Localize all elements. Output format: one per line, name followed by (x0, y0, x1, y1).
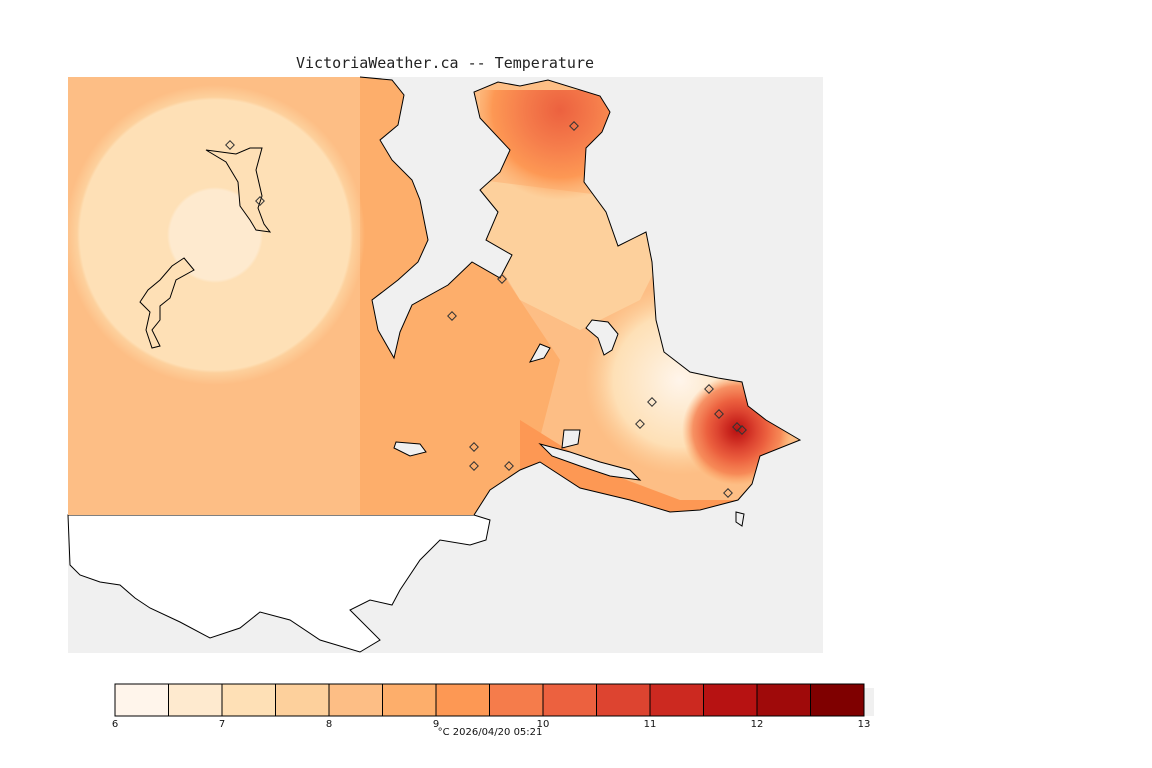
station-marker[interactable] (469, 461, 479, 471)
legend-bin (596, 683, 651, 717)
units-and-timestamp: °C 2026/04/20 05:21 (437, 727, 543, 738)
station-marker[interactable] (255, 196, 265, 206)
legend-bin (489, 683, 544, 717)
station-marker[interactable] (504, 461, 514, 471)
station-marker[interactable] (447, 311, 457, 321)
legend-tick-label: 6 (112, 719, 118, 730)
legend-bin (328, 683, 383, 717)
legend-ticks: 6 7 8 9 10 11 12 13 (112, 719, 871, 730)
legend-tick-label: 9 (433, 719, 439, 730)
station-marker[interactable] (569, 121, 579, 131)
station-marker[interactable] (225, 140, 235, 150)
legend-bin (275, 683, 330, 717)
legend-bin (435, 683, 490, 717)
map-title: VictoriaWeather.ca -- Temperature (295, 54, 594, 72)
legend-tick-label: 10 (537, 719, 550, 730)
legend-bin (382, 683, 437, 717)
legend-bin (756, 683, 811, 717)
legend-bin (221, 683, 276, 717)
island (561, 429, 581, 449)
station-marker[interactable] (714, 409, 724, 419)
legend-tick-label: 12 (751, 719, 764, 730)
station-marker[interactable] (723, 488, 733, 498)
inlet (538, 443, 642, 481)
legend-bin (168, 683, 223, 717)
island (393, 441, 427, 457)
station-markers (225, 121, 747, 498)
no-data-land (67, 514, 491, 653)
legend-bins (114, 683, 865, 717)
legend-tick-label: 13 (858, 719, 871, 730)
legend-tick-label: 11 (644, 719, 657, 730)
station-marker[interactable] (635, 419, 645, 429)
island (585, 319, 619, 356)
legend-bin (649, 683, 704, 717)
legend-bin (810, 683, 865, 717)
station-marker[interactable] (497, 274, 507, 284)
island (205, 147, 272, 233)
station-marker[interactable] (737, 425, 747, 435)
legend-bin (542, 683, 597, 717)
legend-tick-label: 8 (326, 719, 332, 730)
legend-bin (114, 683, 169, 717)
island (528, 343, 551, 363)
station-marker[interactable] (647, 397, 657, 407)
legend-tick-label: 7 (219, 719, 225, 730)
island (139, 257, 195, 349)
station-marker[interactable] (704, 384, 714, 394)
coastline (359, 76, 802, 516)
station-marker[interactable] (469, 442, 479, 452)
legend-bin (703, 683, 758, 717)
island (735, 511, 745, 527)
